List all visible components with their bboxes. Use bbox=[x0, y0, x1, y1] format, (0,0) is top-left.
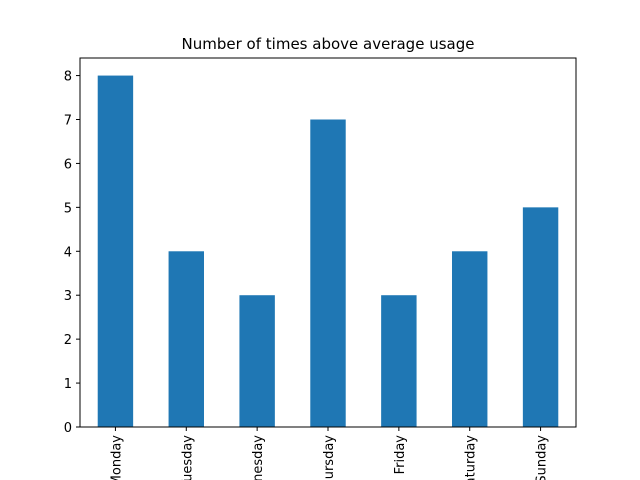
bar bbox=[168, 251, 204, 427]
bar bbox=[310, 119, 346, 427]
plot-frame bbox=[79, 57, 577, 428]
x-tick-label: Monday bbox=[109, 435, 124, 480]
bar bbox=[97, 75, 134, 428]
y-tick-label: 4 bbox=[64, 245, 72, 260]
bar bbox=[522, 207, 559, 427]
y-tick-label: 5 bbox=[64, 201, 72, 216]
y-tick-label: 6 bbox=[64, 157, 72, 172]
x-tick-label: Sunday bbox=[535, 435, 550, 480]
y-tick-label: 7 bbox=[64, 114, 72, 129]
y-tick-label: 2 bbox=[64, 333, 72, 348]
bar bbox=[239, 295, 275, 427]
chart-title: Number of times above average usage bbox=[182, 35, 475, 53]
y-tick-label: 0 bbox=[64, 421, 72, 436]
x-tick-label: Tuesday bbox=[180, 435, 195, 480]
y-tick-label: 3 bbox=[64, 289, 72, 304]
x-tick-label: Thursday bbox=[322, 435, 337, 480]
x-tick-label: Friday bbox=[393, 435, 408, 475]
y-tick-label: 1 bbox=[64, 377, 72, 392]
x-tick-label: Saturday bbox=[464, 435, 479, 480]
x-tick-label: Wednesday bbox=[251, 435, 266, 480]
bar bbox=[381, 295, 417, 427]
bar bbox=[452, 251, 488, 427]
y-tick-label: 8 bbox=[64, 70, 72, 85]
